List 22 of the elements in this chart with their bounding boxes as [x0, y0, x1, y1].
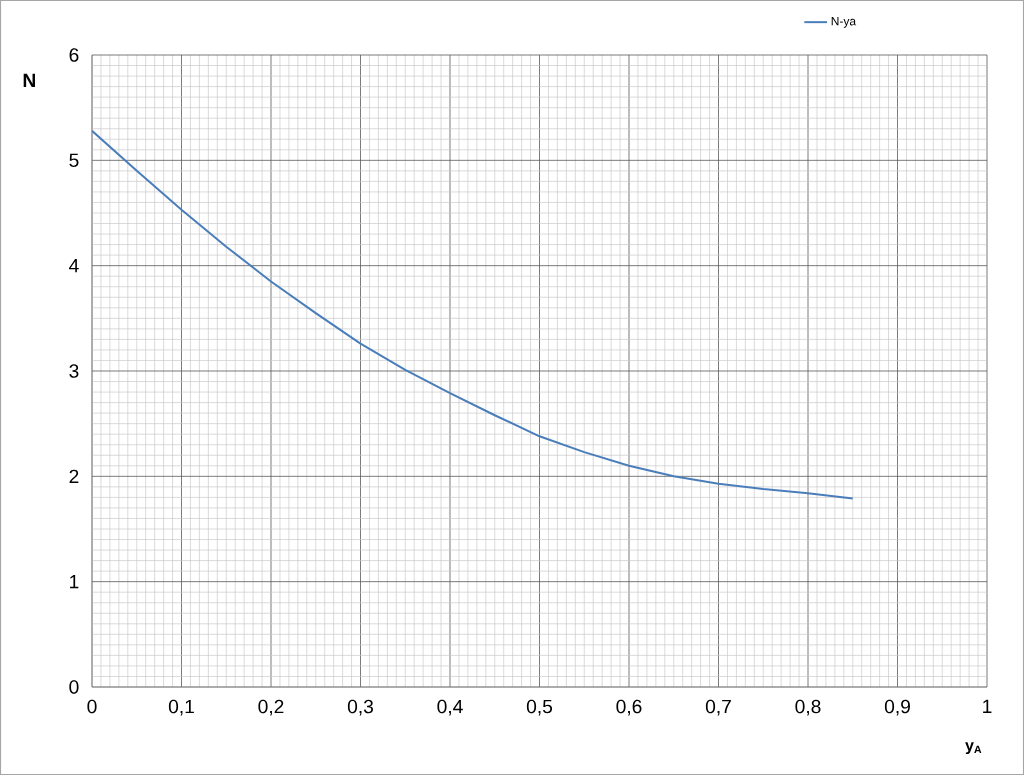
x-tick-label: 0,3: [347, 699, 373, 716]
y-axis-title: N: [23, 73, 35, 87]
x-tick-label: 0,7: [705, 699, 731, 716]
x-tick-label: 0,6: [616, 699, 642, 716]
x-tick-label: 0,5: [526, 699, 553, 716]
legend-label: N-ya: [831, 17, 857, 28]
x-axis-title: y$_{A}$: [965, 742, 982, 755]
x-tick-label: 0,2: [258, 699, 284, 716]
y-tick-label: 4: [69, 259, 79, 273]
x-tick-label: 0,4: [437, 699, 463, 716]
x-tick-label: 0,9: [884, 699, 910, 716]
y-tick-label: 3: [69, 364, 79, 378]
y-tick-label: 6: [69, 48, 79, 62]
x-tick-label: 0,8: [795, 699, 821, 716]
y-tick-label: 1: [70, 575, 79, 589]
y-tick-label: 2: [69, 469, 79, 484]
y-tick-label: 0: [69, 680, 79, 694]
y-tick-label: 5: [69, 153, 79, 168]
x-tick-label: 0: [87, 699, 97, 714]
x-tick-label: 0,1: [168, 699, 194, 716]
x-tick-label: 1: [983, 699, 992, 713]
line-series: [92, 129, 854, 500]
